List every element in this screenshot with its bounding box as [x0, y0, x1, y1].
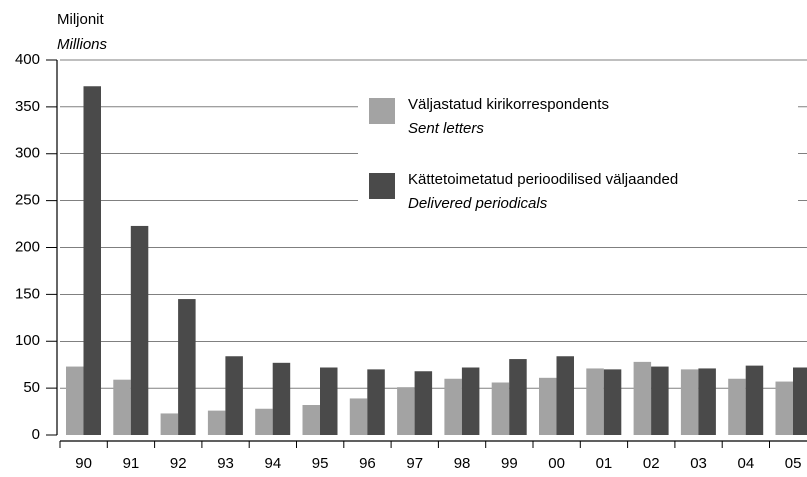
legend-label-en: Sent letters: [408, 120, 484, 137]
bar: [461, 367, 480, 435]
x-tick-label: 95: [312, 455, 329, 472]
x-tick-label: 94: [265, 455, 282, 472]
x-tick-label: 91: [123, 455, 140, 472]
bar: [793, 367, 807, 435]
bar: [556, 356, 574, 435]
bar: [302, 405, 320, 435]
x-tick-label: 90: [75, 455, 92, 472]
bar: [728, 378, 746, 435]
y-axis-label-en: Millions: [57, 36, 108, 53]
y-tick-label: 200: [15, 238, 40, 255]
x-tick-label: 04: [738, 455, 755, 472]
bar: [491, 382, 510, 435]
bar: [66, 366, 84, 435]
y-tick-label: 0: [32, 426, 40, 443]
x-tick-label: 98: [454, 455, 471, 472]
x-tick-label: 03: [690, 455, 707, 472]
bar: [680, 369, 699, 435]
bar: [178, 299, 196, 435]
bar: [83, 86, 101, 435]
y-tick-label: 150: [15, 285, 40, 302]
x-tick-label: 97: [406, 455, 423, 472]
bar: [113, 379, 131, 435]
x-tick-label: 93: [217, 455, 234, 472]
x-tick-label: 02: [643, 455, 660, 472]
bar: [255, 408, 273, 435]
bar: [651, 366, 669, 435]
x-tick-label: 99: [501, 455, 518, 472]
legend-swatch: [369, 98, 395, 124]
bar: [320, 367, 338, 435]
bar: [745, 365, 764, 435]
y-tick-label: 100: [15, 332, 40, 349]
y-tick-label: 350: [15, 98, 40, 115]
x-tick-label: 05: [785, 455, 802, 472]
legend-label: Väljastatud kirikorrespondents: [408, 96, 609, 113]
bar: [225, 356, 243, 435]
bar: [603, 369, 622, 435]
legend-label-en: Delivered periodicals: [408, 195, 548, 212]
bar: [349, 398, 368, 435]
y-axis-label: Miljonit: [57, 11, 105, 28]
bar: [539, 377, 557, 435]
x-tick-label: 00: [548, 455, 565, 472]
bar: [414, 371, 433, 435]
y-tick-label: 400: [15, 51, 40, 68]
legend-background: [358, 90, 798, 215]
y-tick-label: 300: [15, 145, 40, 162]
y-tick-label: 50: [23, 379, 40, 396]
bar: [367, 369, 385, 435]
bar: [272, 362, 291, 435]
bar: [775, 381, 793, 435]
bar: [130, 225, 149, 435]
legend-label: Kättetoimetatud perioodilised väljaanded: [408, 171, 678, 188]
y-tick-label: 250: [15, 192, 40, 209]
bar: [698, 368, 716, 435]
bar: [160, 413, 179, 435]
bar: [207, 410, 226, 435]
x-tick-label: 96: [359, 455, 376, 472]
legend-swatch: [369, 173, 395, 199]
bar: [633, 361, 652, 435]
bar: [444, 378, 462, 435]
bar: [586, 368, 604, 435]
x-tick-label: 01: [596, 455, 613, 472]
bar: [397, 387, 415, 435]
x-tick-label: 92: [170, 455, 187, 472]
bar: [509, 359, 527, 435]
